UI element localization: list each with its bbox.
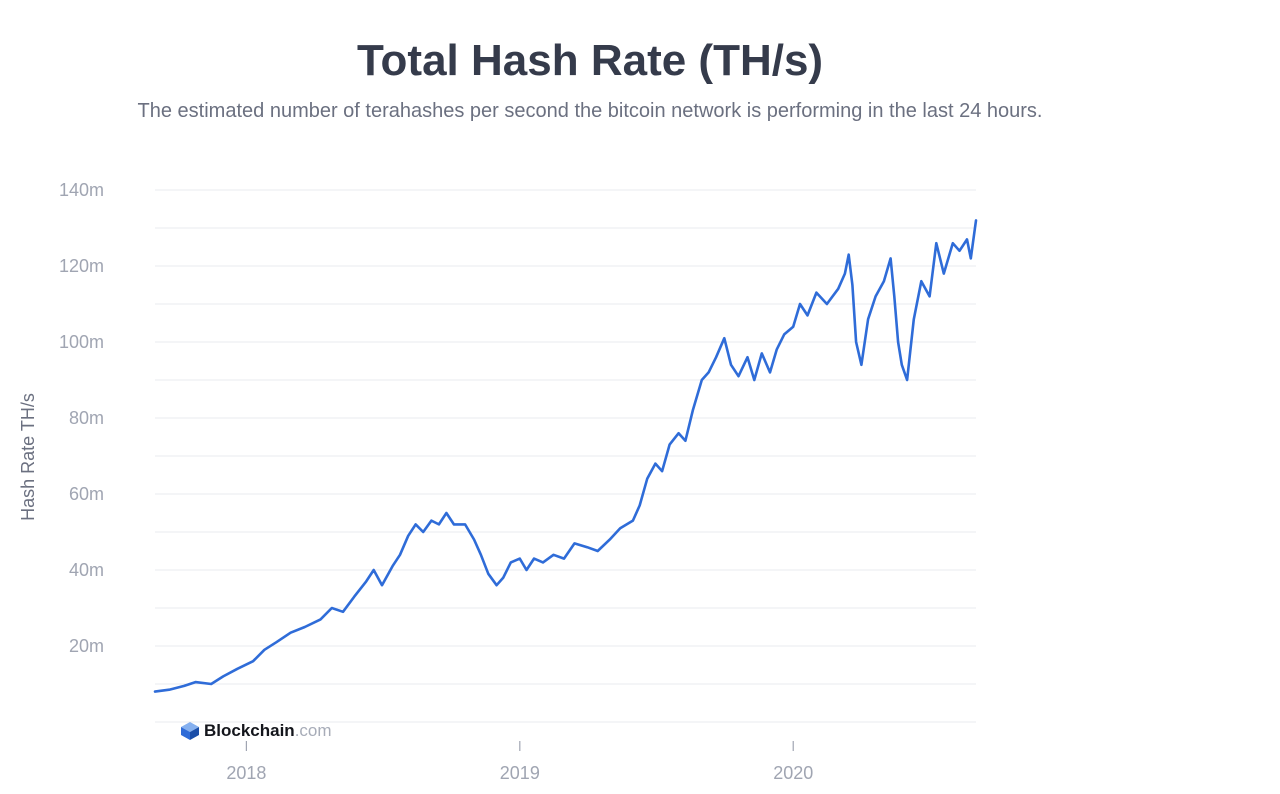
y-tick-label: 80m xyxy=(69,408,104,428)
y-tick-label: 140m xyxy=(59,180,104,200)
y-tick-label: 100m xyxy=(59,332,104,352)
y-tick-label: 20m xyxy=(69,636,104,656)
chart-title: Total Hash Rate (TH/s) xyxy=(356,36,824,85)
y-tick-label: 40m xyxy=(69,560,104,580)
y-axis-ticks: 20m 40m 60m 80m 100m 120m 140m xyxy=(59,180,104,656)
y-axis-label: Hash Rate TH/s xyxy=(18,393,38,521)
x-tick-label: 2018 xyxy=(226,763,266,783)
x-tick-label: 2020 xyxy=(773,763,813,783)
chart-subtitle: The estimated number of terahashes per s… xyxy=(137,100,1043,122)
blockchain-watermark: Blockchain .com xyxy=(180,721,332,741)
blockchain-cube-icon xyxy=(181,722,199,740)
brand-suffix: .com xyxy=(294,721,332,740)
hash-rate-series-line xyxy=(153,219,978,693)
grid-lines xyxy=(155,189,976,723)
y-tick-label: 60m xyxy=(69,484,104,504)
x-axis-ticks: 2018 2019 2020 xyxy=(226,741,813,783)
brand-name: Blockchain xyxy=(204,721,295,740)
x-tick-label: 2019 xyxy=(500,763,540,783)
y-tick-label: 120m xyxy=(59,256,104,276)
